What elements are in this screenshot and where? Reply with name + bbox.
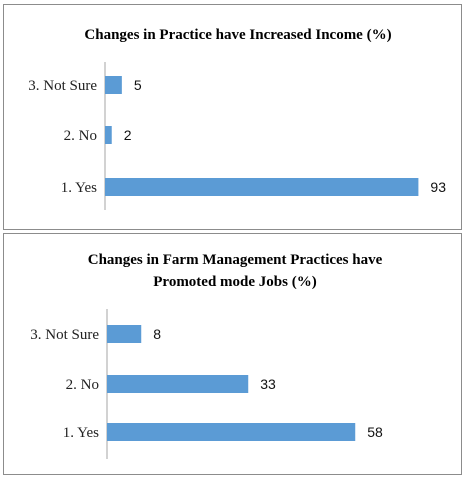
category-label: 1. Yes: [63, 425, 99, 441]
value-label: 58: [367, 424, 383, 440]
category-label: 2. No: [66, 377, 99, 393]
income-chart-panel: Changes in Practice have Increased Incom…: [3, 4, 462, 230]
bar: [105, 126, 112, 144]
value-label: 5: [134, 77, 142, 93]
value-label: 93: [430, 179, 446, 195]
income-chart: Changes in Practice have Increased Incom…: [28, 27, 446, 210]
jobs-chart-panel: Changes in Farm Management Practices hav…: [3, 233, 462, 475]
bar: [107, 325, 142, 343]
category-label: 1. Yes: [61, 180, 97, 196]
bar: [107, 375, 249, 393]
bar: [107, 423, 356, 441]
value-label: 8: [153, 326, 161, 342]
chart-title-line-2: Promoted mode Jobs (%): [153, 274, 316, 290]
category-label: 2. No: [64, 128, 97, 144]
chart-title: Changes in Practice have Increased Incom…: [84, 27, 391, 43]
category-label: 3. Not Sure: [28, 78, 97, 94]
category-label: 3. Not Sure: [30, 327, 99, 343]
chart-title-line-1: Changes in Farm Management Practices hav…: [88, 252, 383, 268]
jobs-chart: Changes in Farm Management Practices hav…: [30, 252, 383, 459]
value-label: 33: [260, 376, 276, 392]
value-label: 2: [124, 127, 132, 143]
bar: [105, 76, 122, 94]
bar: [105, 178, 419, 196]
